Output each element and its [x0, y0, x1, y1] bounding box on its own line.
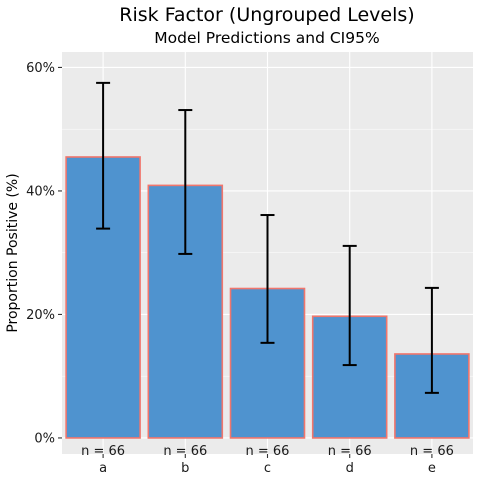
x-tick-label: e — [428, 461, 436, 476]
chart-subtitle: Model Predictions and CI95% — [154, 29, 379, 47]
x-axis: a b c d e — [99, 454, 436, 476]
error-bar-b — [178, 109, 193, 255]
x-tick-label: c — [264, 461, 271, 476]
y-tick-label: 0% — [34, 431, 55, 446]
bar-count-labels: n = 66 n = 66 n = 66 n = 66 n = 66 — [81, 444, 454, 459]
error-bar-c — [260, 214, 275, 344]
bar-count-label: n = 66 — [328, 444, 372, 459]
bar-count-label: n = 66 — [81, 444, 125, 459]
error-bars — [96, 81, 439, 394]
bar-count-label: n = 66 — [410, 444, 454, 459]
error-bar-a — [96, 81, 111, 230]
y-tick-label: 60% — [26, 61, 55, 76]
y-tick-label: 20% — [26, 308, 55, 323]
bars — [65, 156, 470, 439]
y-tick-label: 40% — [26, 184, 55, 199]
error-bar-d — [342, 244, 357, 367]
y-axis: 0% 20% 40% 60% — [26, 61, 62, 446]
error-bar-e — [424, 286, 439, 394]
x-tick-label: a — [99, 461, 107, 476]
x-tick-label: b — [181, 461, 189, 476]
chart-title: Risk Factor (Ungrouped Levels) — [119, 4, 414, 26]
bar-count-label: n = 66 — [163, 444, 207, 459]
y-axis-title: Proportion Positive (%) — [5, 173, 21, 332]
x-tick-label: d — [346, 461, 354, 476]
bar-count-label: n = 66 — [246, 444, 290, 459]
